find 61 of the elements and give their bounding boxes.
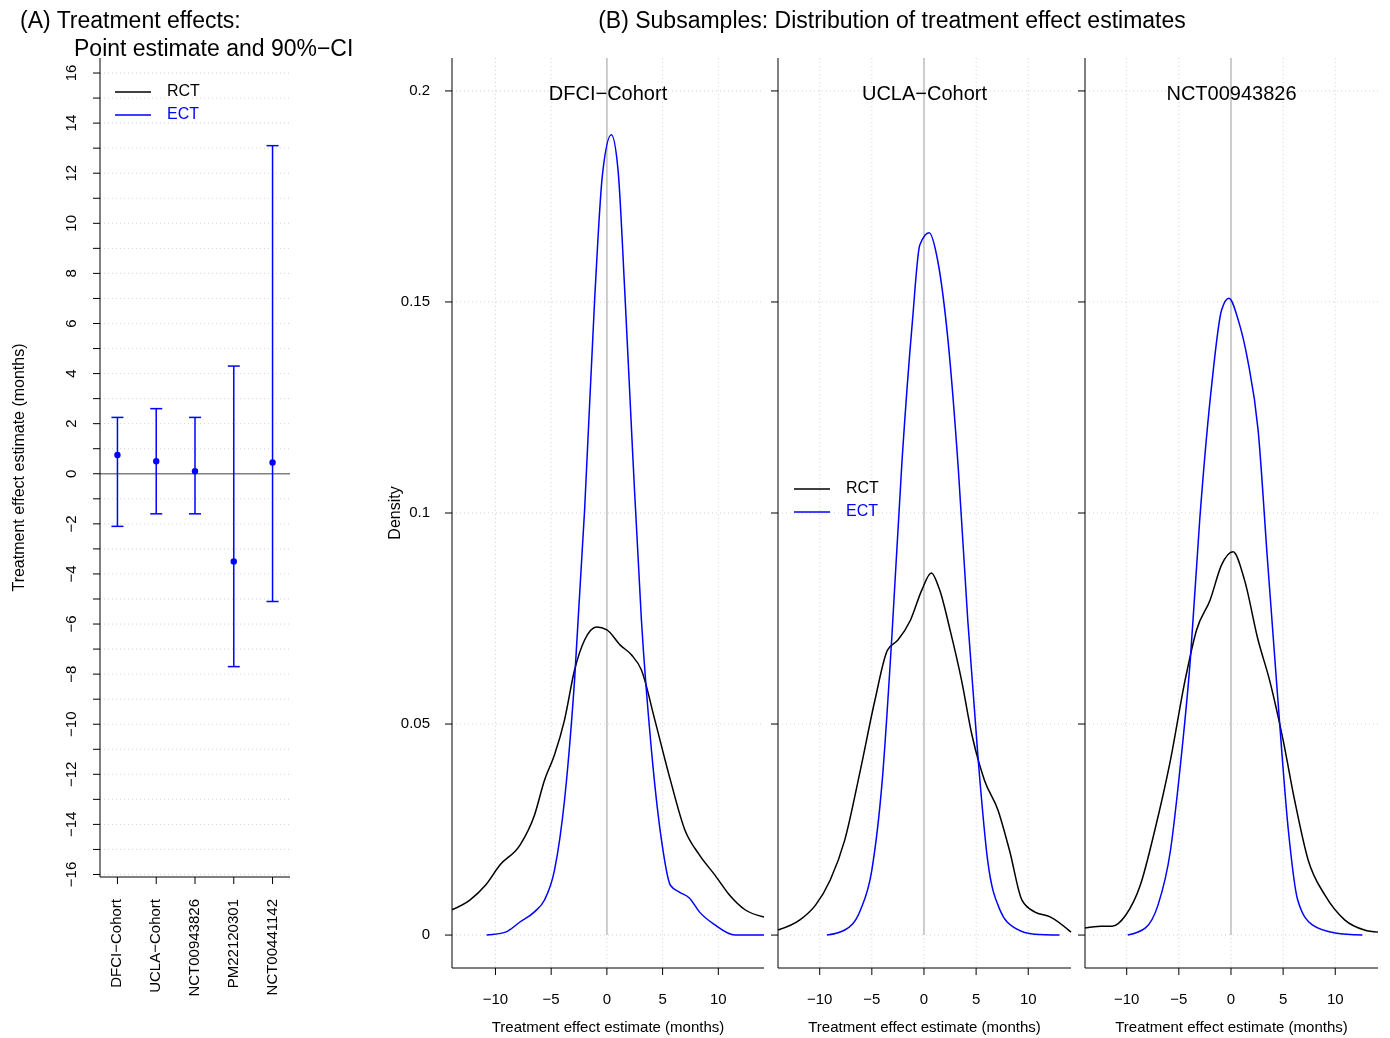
x-axis-title: Treatment effect estimate (months) (491, 1018, 725, 1035)
y-axis-title: Treatment effect estimate (months) (10, 343, 27, 592)
y-tick-label: 0 (61, 469, 79, 478)
y-tick-label: 0.2 (409, 80, 430, 98)
point (191, 468, 199, 475)
x-tick-label: DFCI−Cohort (107, 898, 125, 988)
y-tick-label: 0.05 (400, 714, 430, 732)
y-tick-label: 6 (61, 319, 79, 328)
chart-title: (A) Treatment effects: Point estimate and 90%−CI (20, 7, 354, 61)
legend-label: RCT (846, 479, 880, 497)
y-tick-label: 16 (61, 64, 79, 82)
x-tick-label: 10 (709, 990, 727, 1007)
x-tick-label: 5 (658, 990, 667, 1007)
point (269, 459, 276, 466)
text: DFCI−Cohort (548, 82, 668, 104)
y-tick-label: 12 (61, 164, 79, 182)
y-tick-label: −2 (61, 515, 79, 533)
y-tick-label: 10 (61, 214, 79, 232)
x-tick-label: 0 (919, 990, 929, 1007)
x-tick-label: −10 (482, 990, 509, 1007)
x-tick-label: UCLA−Cohort (146, 898, 164, 993)
x-tick-label: 10 (1326, 990, 1344, 1007)
x-tick-label: PM22120301 (223, 899, 241, 989)
y-tick-label: 8 (61, 269, 79, 278)
legend-label: RCT (167, 82, 201, 100)
x-tick-label: −10 (806, 990, 833, 1007)
line-series (485, 134, 765, 936)
y-tick-label: 14 (61, 114, 79, 132)
x-tick-label: 10 (1019, 990, 1037, 1007)
x-tick-label: −5 (863, 990, 881, 1007)
x-tick-label: −10 (1113, 990, 1140, 1007)
point (153, 458, 160, 465)
y-tick-label: −12 (61, 761, 79, 788)
y-tick-label: 0.15 (400, 291, 430, 309)
x-tick-label: 0 (1226, 990, 1236, 1007)
y-tick-label: 2 (61, 419, 79, 428)
y-tick-label: −8 (61, 665, 79, 683)
x-axis-title: Treatment effect estimate (months) (808, 1018, 1041, 1035)
x-tick-label: NCT00943826 (184, 899, 202, 997)
y-tick-label: −14 (61, 811, 79, 838)
y-tick-label: 0.1 (409, 502, 430, 520)
text: NCT00943826 (1166, 82, 1297, 104)
y-axis-title: Density (386, 486, 403, 540)
x-tick-label: 0 (602, 990, 612, 1007)
y-tick-label: 4 (61, 369, 79, 378)
legend-label: ECT (846, 502, 879, 520)
y-tick-label: −16 (61, 861, 79, 888)
y-tick-label: −6 (61, 615, 79, 633)
x-tick-label: 5 (1278, 990, 1288, 1007)
text: (B) Subsamples: Distribution of treatment effect estimates (598, 7, 1186, 33)
x-tick-label: −5 (542, 990, 560, 1007)
text: UCLA−Cohort (861, 82, 988, 104)
legend-label: ECT (167, 105, 200, 123)
point (230, 558, 237, 565)
x-axis-title: Treatment effect estimate (months) (1115, 1018, 1348, 1035)
y-tick-label: −4 (61, 565, 79, 583)
x-tick-label: 5 (971, 990, 981, 1007)
x-tick-label: −5 (1170, 990, 1188, 1007)
x-tick-label: NCT00441142 (262, 899, 280, 996)
y-tick-label: −10 (61, 711, 79, 737)
point (114, 451, 121, 459)
